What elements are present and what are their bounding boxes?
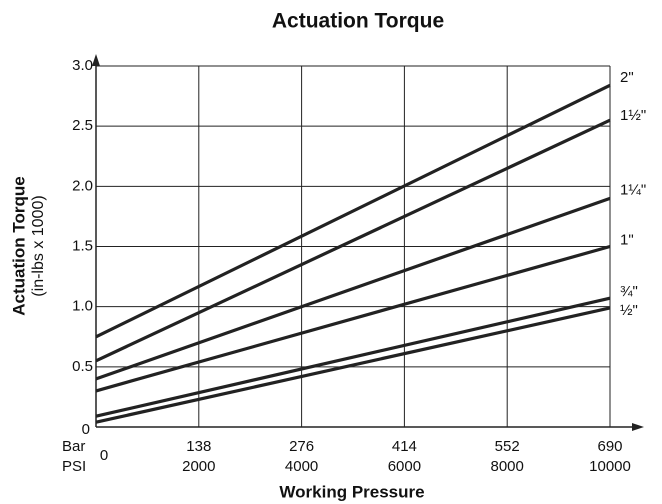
y-tick-label: 0.5: [72, 358, 93, 375]
y-tick-label: 2.5: [72, 117, 93, 134]
y-axis-label: Actuation Torque: [9, 176, 28, 315]
y-axis-arrow: [92, 54, 100, 66]
x-axis-label: Working Pressure: [279, 482, 424, 501]
x2-tick-label: 276: [289, 438, 314, 455]
x2-tick-label: 552: [495, 438, 520, 455]
y-tick-label: 0: [82, 421, 90, 438]
x-tick-label: 4000: [285, 458, 318, 475]
series-label: 1": [620, 231, 634, 248]
series-line: [95, 118, 611, 363]
x-tick-label: 10000: [589, 458, 631, 475]
series-label: 1¼": [620, 181, 646, 198]
x-tick-label: 6000: [388, 458, 421, 475]
x-axis-arrow: [632, 423, 644, 431]
x-tick-label: 0: [100, 447, 108, 464]
series-line: [95, 196, 611, 381]
x2-unit-label: Bar: [62, 438, 85, 455]
series-label: 1½": [620, 107, 646, 124]
x2-tick-label: 138: [186, 438, 211, 455]
y-tick-label: 1.5: [72, 237, 93, 254]
x-tick-label: 2000: [182, 458, 215, 475]
series-label: 2": [620, 69, 634, 86]
y-tick-label: 1.0: [72, 298, 93, 315]
chart-title: Actuation Torque: [272, 10, 444, 33]
x2-tick-label: 414: [392, 438, 417, 455]
x-tick-label: 8000: [491, 458, 524, 475]
series-line: [95, 296, 611, 418]
series-line: [95, 244, 611, 393]
y-axis-sublabel: (in-lbs x 1000): [30, 195, 47, 296]
series-line: [95, 83, 611, 339]
series-label: ¾": [620, 283, 638, 300]
series-line: [95, 306, 611, 424]
x-unit-label: PSI: [62, 458, 86, 475]
y-tick-label: 3.0: [72, 57, 93, 74]
x2-tick-label: 690: [597, 438, 622, 455]
series-label: ½": [620, 302, 638, 319]
y-tick-label: 2.0: [72, 177, 93, 194]
